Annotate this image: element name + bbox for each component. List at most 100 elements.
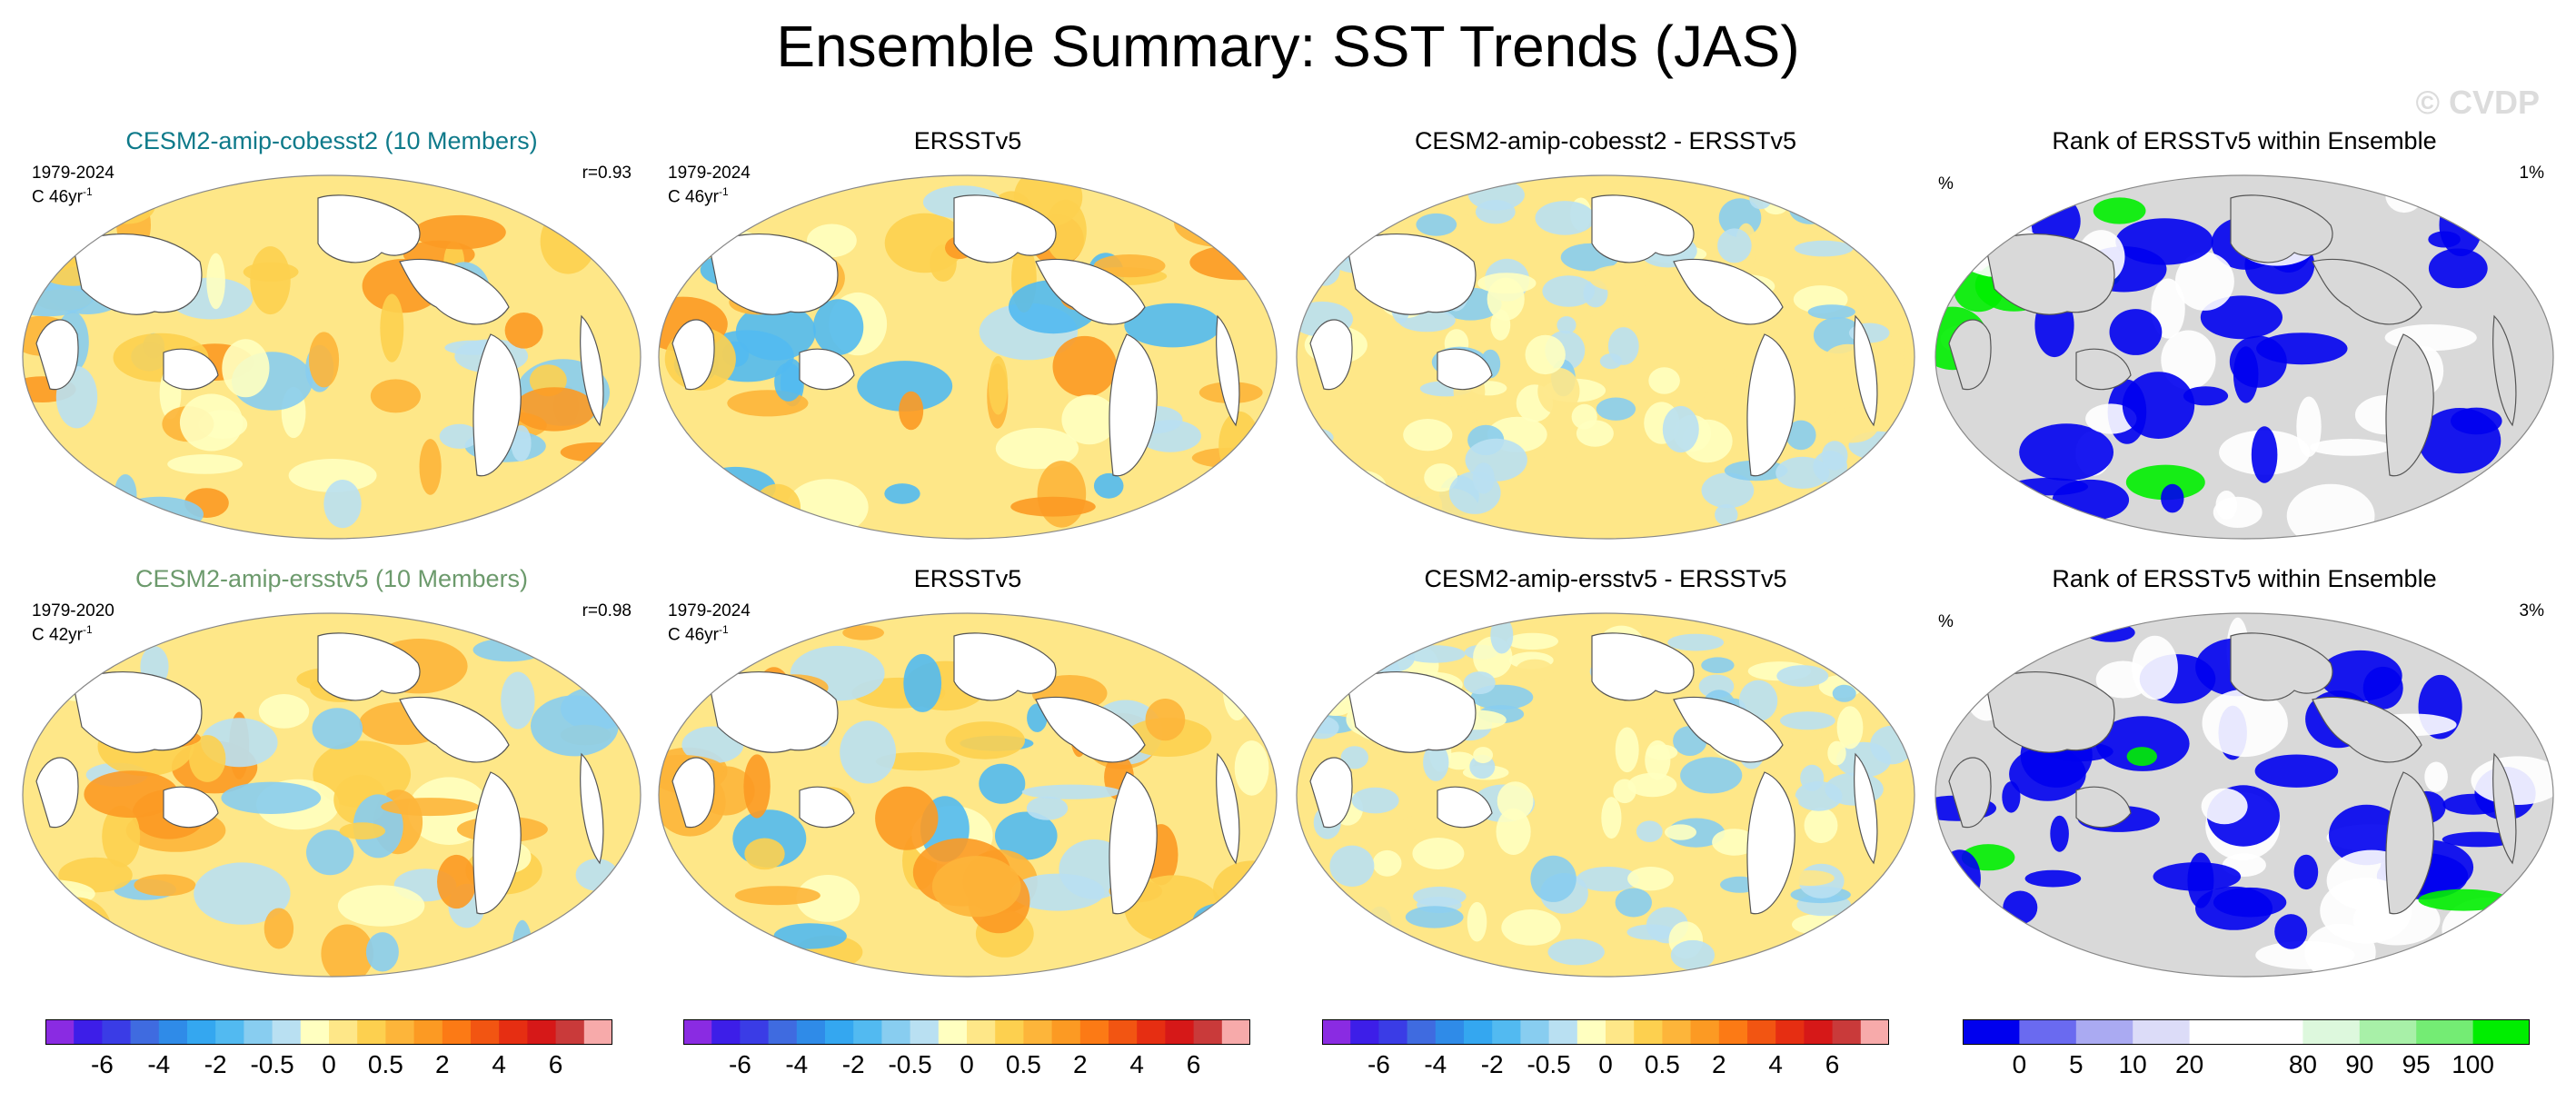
colorbar-tick-label: -2 (841, 1050, 865, 1078)
colorbar-tick-label: 2 (1073, 1050, 1088, 1078)
colorbar-swatch (1221, 1019, 1250, 1045)
colorbar-tick-label: 2 (1712, 1050, 1726, 1078)
colorbar-ensemble: -6 -4 -2 -0.5 0 0.5 2 4 6 (45, 1019, 612, 1078)
colorbar-tick-label: 0 (960, 1050, 974, 1078)
colorbar-swatch (1662, 1019, 1692, 1045)
colorbar-swatch (215, 1019, 244, 1045)
colorbar-swatch (683, 1019, 712, 1045)
colorbar-swatch (1690, 1019, 1720, 1045)
panel-obs-row1: ERSSTv5 1979-2024 C 46yr-1 (650, 127, 1286, 554)
colorbar-tick-label: 6 (548, 1050, 563, 1078)
colorbar-tick-label: -4 (147, 1050, 171, 1078)
colorbar-swatch (555, 1019, 585, 1045)
map-ensemble (18, 162, 645, 548)
colorbar-swatch (244, 1019, 274, 1045)
years-label: 1979-2024 (32, 164, 114, 183)
colorbar-swatch (1193, 1019, 1223, 1045)
period-label: 1979-2024 C 46yr-1 (668, 601, 751, 644)
panel-diff-row2: CESM2-amip-ersstv5 - ERSSTv5 (1288, 565, 1924, 992)
panel-title: CESM2-amip-cobesst2 (10 Members) (125, 127, 538, 154)
colorbar-swatch (2019, 1019, 2077, 1045)
colorbar-swatch (74, 1019, 103, 1045)
colorbar-swatch (1775, 1019, 1805, 1045)
colorbar-swatch (300, 1019, 330, 1045)
colorbar-tick-label: 4 (492, 1050, 506, 1078)
map-obs (654, 162, 1281, 548)
rank-percentage: 1% (2519, 164, 2544, 183)
colorbar-tick-label: 100 (2452, 1050, 2494, 1078)
pattern-correlation: r=0.98 (582, 601, 632, 620)
colorbar-swatch (1718, 1019, 1748, 1045)
panel-diff-row1: CESM2-amip-cobesst2 - ERSSTv5 (1288, 127, 1924, 554)
colorbar-swatch (1548, 1019, 1578, 1045)
colorbar-swatch (102, 1019, 132, 1045)
trend-units-exponent: -1 (718, 185, 729, 198)
colorbar-swatch (1634, 1019, 1663, 1045)
trend-units: C 42yr (32, 625, 83, 645)
years-label: 1979-2020 (32, 601, 114, 620)
colorbar-swatch (1109, 1019, 1138, 1045)
period-label: 1979-2024 C 46yr-1 (32, 164, 114, 206)
trend-units: C 46yr (668, 625, 719, 645)
period-label: 1979-2020 C 42yr-1 (32, 601, 114, 644)
percent-units: % (1938, 174, 1954, 194)
colorbar-swatch (2133, 1019, 2191, 1045)
colorbar-swatch (413, 1019, 443, 1045)
panel-title: ERSSTv5 (913, 565, 1022, 592)
years-label: 1979-2024 (668, 164, 751, 183)
colorbar-tick-label: 10 (2118, 1050, 2147, 1078)
colorbar-swatch (45, 1019, 75, 1045)
colorbar-rank: 0 5 10 20 80 90 95 100 (1963, 1019, 2530, 1078)
trend-units-exponent: -1 (718, 623, 729, 636)
colorbar-tick-label: 6 (1186, 1050, 1201, 1078)
rank-percentage: 3% (2519, 601, 2544, 620)
colorbar-swatch (187, 1019, 216, 1045)
colorbar-tick-label: -4 (785, 1050, 809, 1078)
map-diff (1292, 600, 1919, 986)
colorbar-swatch (583, 1019, 612, 1045)
colorbar-swatch (158, 1019, 188, 1045)
trend-units-exponent: -1 (82, 623, 93, 636)
colorbar-tick-label: -2 (1480, 1050, 1504, 1078)
trend-units: C 46yr (32, 187, 83, 207)
panel-rank-row1: Rank of ERSSTv5 within Ensemble% 1% (1926, 127, 2562, 554)
colorbar-swatch (853, 1019, 882, 1045)
colorbar-swatch (1520, 1019, 1550, 1045)
colorbar-tick-label: 20 (2175, 1050, 2204, 1078)
trend-units: C 46yr (668, 187, 719, 207)
colorbar-tick-label: 4 (1768, 1050, 1783, 1078)
panel-ensemble-row1: CESM2-amip-cobesst2 (10 Members) 1979-20… (14, 127, 650, 554)
colorbar-tick-label: -6 (728, 1050, 751, 1078)
percent-units: % (1938, 612, 1954, 631)
colorbar-tick-label: -4 (1424, 1050, 1447, 1078)
colorbar-swatch (740, 1019, 770, 1045)
panel-title: CESM2-amip-cobesst2 - ERSSTv5 (1414, 127, 1797, 154)
colorbar-swatch (2246, 1019, 2303, 1045)
colorbar-swatch (881, 1019, 911, 1045)
colorbar-swatch (1165, 1019, 1195, 1045)
map-rank (1931, 600, 2558, 986)
colorbar-swatch (1350, 1019, 1379, 1045)
colorbar-swatch (329, 1019, 358, 1045)
colorbar-swatch (2075, 1019, 2133, 1045)
colorbar-swatch (2359, 1019, 2417, 1045)
colorbar-tick-label: 0.5 (1644, 1050, 1680, 1078)
colorbar-tick-label: -0.5 (250, 1050, 294, 1078)
colorbar-swatch (796, 1019, 826, 1045)
panel-title: ERSSTv5 (913, 127, 1022, 154)
colorbar-swatch (1606, 1019, 1635, 1045)
colorbar-tick-label: -6 (1367, 1050, 1390, 1078)
trend-units-exponent: -1 (82, 185, 93, 198)
panel-title: CESM2-amip-ersstv5 (10 Members) (134, 565, 529, 592)
colorbar-swatch (1137, 1019, 1166, 1045)
colorbar-tick-label: 0.5 (1005, 1050, 1041, 1078)
colorbar-difference: -6 -4 -2 -0.5 0 0.5 2 4 6 (1322, 1019, 1889, 1078)
colorbar-swatch (938, 1019, 968, 1045)
colorbar-swatch (2416, 1019, 2474, 1045)
colorbar-swatch (2472, 1019, 2530, 1045)
colorbar-swatch (1322, 1019, 1351, 1045)
colorbar-swatch (1860, 1019, 1889, 1045)
colorbar-swatch (1378, 1019, 1408, 1045)
colorbar-swatch (272, 1019, 302, 1045)
colorbar-tick-label: -6 (90, 1050, 114, 1078)
